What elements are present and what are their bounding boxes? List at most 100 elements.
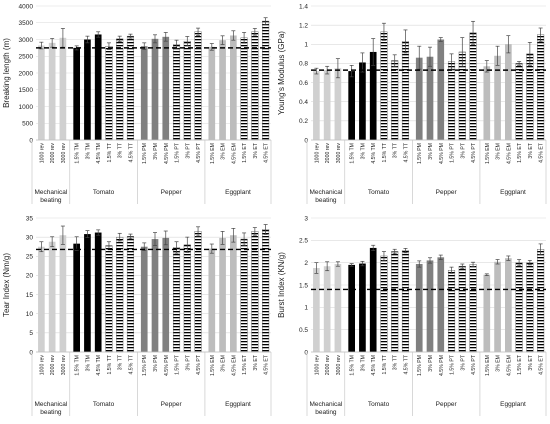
group-label: Eggplant <box>500 189 526 196</box>
x-category-label: 3% PM <box>153 355 159 372</box>
bar <box>391 60 399 141</box>
bar <box>483 274 491 352</box>
bar <box>208 46 216 141</box>
x-category-label: 3% TT <box>393 142 399 158</box>
y-tick-label: 0.5 <box>299 327 308 334</box>
bar <box>116 38 124 141</box>
bar <box>526 53 534 141</box>
group-label: Mechanical <box>34 189 67 196</box>
x-category-label: 2000 rev <box>325 355 331 376</box>
group-label: Eggplant <box>225 189 251 196</box>
x-category-label: 3% ET <box>528 142 534 158</box>
bar <box>240 238 248 353</box>
bar <box>415 57 423 140</box>
x-category-label: 4.5% PM <box>439 355 445 376</box>
y-tick-label: 2500 <box>19 54 34 61</box>
x-category-label: 4.5% ET <box>539 142 545 163</box>
y-tick-label: 35 <box>26 215 34 222</box>
x-category-label: 4.5% PT <box>471 142 477 163</box>
x-category-label: 1.5% PM <box>142 143 148 164</box>
group-label: Pepper <box>436 401 458 408</box>
bar <box>426 56 434 140</box>
y-tick-label: 1 <box>304 305 308 312</box>
bar <box>494 261 501 352</box>
bar <box>359 263 366 352</box>
x-category-label: 3% PM <box>153 143 159 160</box>
group-label: beating <box>315 197 337 204</box>
y-tick-label: 0 <box>29 349 33 356</box>
bar <box>447 61 456 141</box>
bar <box>323 70 331 140</box>
group-label: Tomato <box>93 401 115 408</box>
bar <box>140 246 148 352</box>
group-label: Mechanical <box>309 401 342 408</box>
y-tick-label: 1 <box>304 42 308 49</box>
bar <box>537 34 545 141</box>
y-tick-label: 500 <box>22 121 33 128</box>
bar <box>437 257 445 352</box>
x-category-label: 1.5% PT <box>450 142 456 163</box>
x-category-label: 1000 rev <box>314 143 320 164</box>
x-category-label: 3% TM <box>360 143 366 159</box>
bar <box>415 264 423 352</box>
y-tick-label: 1500 <box>19 87 34 94</box>
x-category-label: 3% EM <box>221 355 227 372</box>
x-category-label: 4.5% PT <box>471 354 477 375</box>
bar <box>494 55 501 141</box>
bar <box>162 237 170 352</box>
x-category-label: 3% PT <box>185 354 191 370</box>
x-category-label: 2000 rev <box>50 355 56 376</box>
bar <box>526 262 534 353</box>
x-category-label: 1.5% ET <box>517 142 523 163</box>
bar <box>219 40 226 140</box>
bar <box>183 244 191 353</box>
x-category-label: 1.5% TM <box>350 355 356 376</box>
y-tick-label: 4000 <box>19 3 34 10</box>
x-category-label: 1.5% PM <box>417 143 423 164</box>
bar <box>172 247 181 353</box>
y-tick-label: 3000 <box>19 37 34 44</box>
burst-index-chart: 0 0.5 1 1.5 2 2.5 3 Burst Index (KN/g) 1000 rev 2… <box>277 215 547 416</box>
bar <box>151 38 159 140</box>
y-tick-label: 25 <box>26 254 34 261</box>
x-category-label: 4.5% TT <box>128 354 134 374</box>
x-category-label: 4.5% EM <box>231 355 237 376</box>
group-label: Pepper <box>161 401 183 408</box>
x-category-label: 3000 rev <box>336 355 342 376</box>
bar <box>240 37 248 141</box>
x-category-label: 4.5% PT <box>196 142 202 163</box>
y-tick-label: 0 <box>29 137 33 144</box>
y-tick-label: 3500 <box>19 20 34 27</box>
bar <box>162 36 170 140</box>
bar <box>313 71 320 140</box>
group-label: beating <box>315 409 337 416</box>
x-category-label: 1.5% ET <box>242 142 248 163</box>
x-category-label: 4.5% ET <box>539 354 545 375</box>
x-category-label: 1.5% EM <box>210 143 216 164</box>
bar <box>262 20 270 141</box>
y-tick-label: 0.2 <box>299 118 308 125</box>
bar <box>458 266 466 353</box>
x-category-label: 3% TM <box>85 143 91 159</box>
group-label: Mechanical <box>309 189 342 196</box>
y-axis-title: Tear Index (Nm/g) <box>2 253 11 317</box>
bar <box>401 250 410 353</box>
bar <box>84 234 91 352</box>
x-category-label: 1.5% PT <box>450 354 456 375</box>
bar <box>323 266 331 352</box>
bar <box>84 39 91 140</box>
y-tick-label: 5 <box>29 330 33 337</box>
x-category-label: 1.5% TT <box>382 354 388 374</box>
group-label: Tomato <box>368 401 390 408</box>
y-tick-label: 1000 <box>19 104 34 111</box>
bar <box>483 66 491 140</box>
x-category-label: 4.5% ET <box>264 142 270 163</box>
x-category-label: 3% PT <box>185 142 191 158</box>
bar <box>426 260 434 352</box>
y-tick-label: 1.5 <box>299 282 308 289</box>
bar <box>59 37 67 141</box>
x-category-label: 3% ET <box>528 354 534 370</box>
x-category-label: 4.5% TM <box>371 355 377 376</box>
x-category-label: 4.5% TT <box>403 142 409 162</box>
